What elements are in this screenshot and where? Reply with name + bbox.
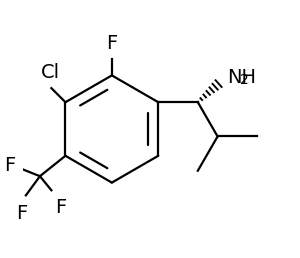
Text: 2: 2 (240, 73, 249, 87)
Text: NH: NH (227, 68, 256, 87)
Text: F: F (4, 156, 15, 175)
Text: F: F (55, 198, 67, 217)
Text: F: F (106, 34, 118, 53)
Text: Cl: Cl (40, 63, 60, 82)
Text: F: F (16, 204, 28, 223)
